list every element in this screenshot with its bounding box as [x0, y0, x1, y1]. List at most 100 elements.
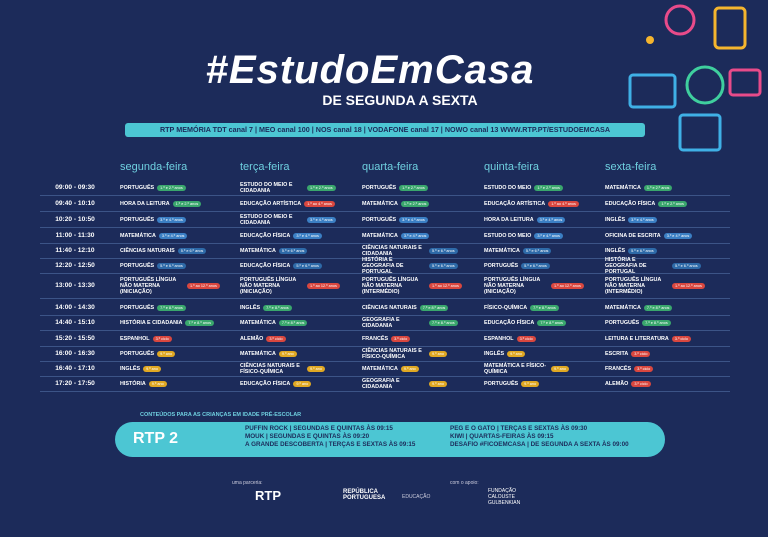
subject: EDUCAÇÃO FÍSICA: [240, 381, 291, 387]
row-separator: [40, 376, 730, 377]
grade-badge: 5.º e 6.º anos: [278, 248, 308, 254]
subject: PORTUGUÊS LÍNGUA NÃO MATERNA (INICIAÇÃO): [120, 277, 177, 295]
grade-badge: 9.º ano: [521, 381, 540, 387]
schedule-cell: MATEMÁTICA 5.º e 6.º anos: [240, 244, 358, 258]
schedule-cell: FRANCÊS 3.º ciclo: [605, 362, 723, 376]
subject: GEOGRAFIA E CIDADANIA: [362, 378, 400, 390]
subject: PORTUGUÊS: [484, 381, 519, 387]
grade-badge: 7.º e 8.º anos: [185, 320, 215, 326]
schedule-cell: EDUCAÇÃO FÍSICA 5.º e 6.º anos: [240, 259, 358, 273]
subject: PORTUGUÊS: [120, 263, 155, 269]
grade-badge: 1.º e 2.º anos: [157, 185, 186, 191]
subject: ESTUDO DO MEIO: [484, 185, 532, 191]
program: KIWI | QUARTAS-FEIRAS ÀS 09:15: [450, 433, 554, 440]
subject: INGLÊS: [484, 351, 505, 357]
time-slot: 14:00 - 14:30: [55, 304, 95, 311]
schedule-cell: PORTUGUÊS 5.º e 6.º anos: [484, 259, 602, 273]
time-slot: 09:00 - 09:30: [55, 184, 95, 191]
grade-badge: 9.º ano: [148, 381, 167, 387]
schedule-cell: PORTUGUÊS 1.º e 2.º anos: [362, 181, 480, 195]
subject: OFICINA DE ESCRITA: [605, 233, 661, 239]
republica-logo: REPÚBLICA PORTUGUESA: [343, 489, 386, 501]
subject: CIÊNCIAS NATURAIS E FÍSICO-QUÍMICA: [240, 363, 300, 375]
schedule-cell: CIÊNCIAS NATURAIS E FÍSICO-QUÍMICA 9.º an…: [240, 362, 358, 376]
subject: PORTUGUÊS: [362, 185, 397, 191]
schedule-cell: HISTÓRIA 9.º ano: [120, 377, 238, 391]
grade-badge: 7.º e 8.º anos: [419, 305, 449, 311]
title: #EstudoEmCasa: [205, 48, 535, 92]
time-slot: 16:40 - 17:10: [55, 365, 95, 372]
schedule-cell: FÍSICO-QUÍMICA 7.º e 8.º anos: [484, 301, 602, 315]
channel-logo: RTP 2: [133, 430, 179, 447]
time-slot: 13:00 - 13:30: [55, 282, 95, 289]
channel-bar: RTP MEMÓRIA TDT canal 7 | MEO canal 100 …: [125, 123, 645, 137]
grade-badge: 7.º e 8.º anos: [530, 305, 559, 311]
schedule-cell: OFICINA DE ESCRITA 3.º e 4.º anos: [605, 229, 723, 243]
grade-badge: 9.º ano: [157, 351, 176, 357]
schedule-cell: ESTUDO DO MEIO E CIDADANIA 1.º e 2.º anos: [240, 181, 358, 195]
grade-badge: 7.º e 8.º anos: [278, 320, 308, 326]
schedule-cell: INGLÊS 3.º e 4.º anos: [605, 213, 723, 227]
schedule-cell: PORTUGUÊS 1.º e 2.º anos: [120, 181, 238, 195]
grade-badge: 3.º e 4.º anos: [307, 217, 336, 223]
subject: EDUCAÇÃO FÍSICA: [240, 263, 291, 269]
grade-badge: 5.º e 6.º anos: [293, 263, 322, 269]
preschool-label: CONTEÚDOS PARA AS CRIANÇAS EM IDADE PRÉ-…: [140, 412, 302, 418]
schedule-cell: ALEMÃO 3.º ciclo: [605, 377, 723, 391]
schedule-cell: HISTÓRIA E GEOGRAFIA DE PORTUGAL 5.º e 6.…: [362, 257, 480, 275]
subject: PORTUGUÊS LÍNGUA NÃO MATERNA (INTERMÉDIO…: [362, 277, 419, 295]
grade-badge: 5.º e 6.º anos: [177, 248, 207, 254]
subject: PORTUGUÊS LÍNGUA NÃO MATERNA (INICIAÇÃO): [484, 277, 541, 295]
subject: PORTUGUÊS: [362, 217, 397, 223]
grade-badge: 3.º e 4.º anos: [534, 233, 563, 239]
schedule-cell: PORTUGUÊS 3.º e 4.º anos: [362, 213, 480, 227]
schedule-cell: ALEMÃO 3.º ciclo: [240, 332, 358, 346]
time-slot: 12:20 - 12:50: [55, 262, 95, 269]
subject: EDUCAÇÃO ARTÍSTICA: [484, 201, 546, 207]
day-header: quarta-feira: [362, 161, 419, 173]
row-separator: [40, 211, 730, 212]
grade-badge: 3.º e 4.º anos: [293, 233, 322, 239]
subject: CIÊNCIAS NATURAIS: [120, 248, 175, 254]
row-separator: [40, 330, 730, 331]
schedule-cell: MATEMÁTICA 7.º e 8.º anos: [240, 316, 358, 330]
schedule-cell: ESCRITA 3.º ciclo: [605, 347, 723, 361]
schedule-cell: EDUCAÇÃO FÍSICA 7.º e 8.º anos: [484, 316, 602, 330]
schedule-cell: INGLÊS 9.º ano: [484, 347, 602, 361]
subject: HISTÓRIA E CIDADANIA: [120, 320, 183, 326]
grade-badge: 1.º e 2.º anos: [643, 185, 673, 191]
grade-badge: 1.º ao 12.º anos: [307, 283, 340, 289]
subject: ESTUDO DO MEIO E CIDADANIA: [240, 182, 293, 194]
subject: HORA DA LEITURA: [484, 217, 534, 223]
schedule-cell: PORTUGUÊS LÍNGUA NÃO MATERNA (INICIAÇÃO)…: [120, 277, 238, 295]
grade-badge: 3.º ciclo: [391, 336, 411, 342]
schedule-cell: INGLÊS 7.º e 8.º anos: [240, 301, 358, 315]
time-slot: 14:40 - 15:10: [55, 319, 95, 326]
subject: FRANCÊS: [605, 366, 632, 372]
schedule-cell: PORTUGUÊS 7.º e 8.º anos: [120, 301, 238, 315]
subject: MATEMÁTICA: [362, 366, 398, 372]
row-separator: [40, 298, 730, 299]
row-separator: [40, 258, 730, 259]
program: PEG E O GATO | TERÇAS E SEXTAS ÀS 09:30: [450, 425, 588, 432]
schedule-cell: MATEMÁTICA 5.º e 6.º anos: [484, 244, 602, 258]
schedule-cell: EDUCAÇÃO FÍSICA 3.º e 4.º anos: [240, 229, 358, 243]
day-header: quinta-feira: [484, 161, 540, 173]
subject: PORTUGUÊS: [120, 305, 155, 311]
subject: MATEMÁTICA: [484, 248, 520, 254]
row-separator: [40, 346, 730, 347]
subject: ALEMÃO: [605, 381, 629, 387]
subject: EDUCAÇÃO ARTÍSTICA: [240, 201, 302, 207]
schedule-cell: ESTUDO DO MEIO 3.º e 4.º anos: [484, 229, 602, 243]
grade-badge: 3.º e 4.º anos: [663, 233, 693, 239]
subject: MATEMÁTICA: [120, 233, 156, 239]
subject: FRANCÊS: [362, 336, 389, 342]
schedule-cell: INGLÊS 5.º e 6.º anos: [605, 244, 723, 258]
schedule-cell: HISTÓRIA E CIDADANIA 7.º e 8.º anos: [120, 316, 238, 330]
schedule-cell: MATEMÁTICA 9.º ano: [240, 347, 358, 361]
schedule-cell: GEOGRAFIA E CIDADANIA 7.º e 8.º anos: [362, 316, 480, 330]
subject: CIÊNCIAS NATURAIS E CIDADANIA: [362, 245, 422, 257]
grade-badge: 3.º ciclo: [671, 336, 692, 342]
time-slot: 15:20 - 15:50: [55, 335, 95, 342]
